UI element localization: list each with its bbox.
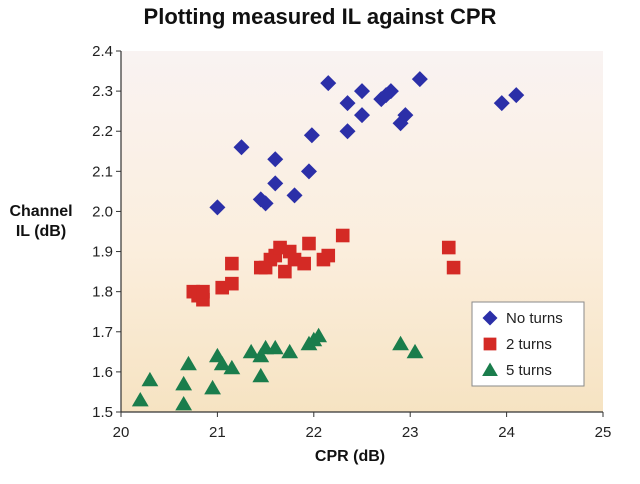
y-tick-label: 2.0 — [92, 203, 113, 220]
square-point — [446, 260, 461, 275]
diamond-point — [339, 95, 356, 112]
x-tick-label: 25 — [595, 424, 612, 441]
diamond-point — [382, 83, 399, 100]
diamond-point — [286, 187, 303, 204]
y-tick-label: 1.5 — [92, 404, 113, 421]
diamond-point — [257, 195, 274, 212]
x-axis-label: CPR (dB) — [314, 448, 386, 465]
x-tick-label: 22 — [305, 424, 322, 441]
y-axis-label: Channel IL (dB) — [4, 202, 78, 242]
legend-label: 2 turns — [506, 336, 552, 353]
series-0 — [209, 71, 525, 216]
diamond-point — [267, 175, 284, 192]
triangle-point — [204, 379, 221, 395]
square-point — [225, 276, 239, 291]
diamond-point — [233, 139, 250, 156]
x-tick-label: 20 — [113, 424, 130, 441]
triangle-point — [406, 343, 424, 359]
y-axis-label-line-2: IL (dB) — [15, 223, 67, 240]
diamond-point — [354, 83, 370, 100]
legend: No turns 2 turns 5 turns — [471, 301, 585, 387]
square-point — [278, 264, 292, 279]
y-tick-label: 1.8 — [92, 284, 113, 301]
diamond-point — [397, 107, 414, 124]
square-point — [297, 256, 311, 271]
diamond-point — [303, 127, 320, 144]
triangle-point — [180, 355, 197, 371]
y-tick-label: 2.3 — [92, 83, 113, 100]
diamond-point — [300, 163, 317, 180]
legend-label: No turns — [506, 310, 563, 327]
triangle-point — [392, 335, 409, 351]
square-point — [225, 256, 239, 271]
triangle-point — [242, 343, 260, 359]
y-tick-label: 2.4 — [92, 43, 113, 60]
y-tick-label: 2.2 — [92, 123, 113, 140]
square-point — [321, 248, 336, 263]
triangle-point — [252, 367, 270, 383]
triangle-point — [131, 391, 149, 407]
diamond-point — [339, 123, 356, 140]
y-axis-label-line-1: Channel — [9, 203, 73, 220]
y-tick-label: 1.7 — [92, 324, 113, 341]
diamond-point — [411, 71, 428, 88]
square-point — [441, 240, 456, 255]
x-tick-label: 24 — [498, 424, 515, 441]
y-tick-label: 1.6 — [92, 364, 113, 381]
y-tick-label: 2.1 — [92, 163, 113, 180]
legend-triangle-icon — [482, 362, 498, 376]
x-tick-label: 23 — [402, 424, 419, 441]
legend-diamond-icon — [482, 310, 498, 326]
square-point — [335, 228, 350, 243]
x-tick-label: 21 — [209, 424, 226, 441]
y-tick-label: 1.9 — [92, 244, 113, 261]
square-point — [302, 236, 316, 251]
triangle-point — [281, 343, 299, 359]
diamond-point — [493, 95, 510, 112]
triangle-point — [252, 347, 270, 363]
triangle-point — [310, 327, 328, 343]
diamond-point — [320, 75, 337, 92]
chart-title: Plotting measured IL against CPR — [143, 4, 497, 29]
series-1 — [186, 228, 461, 307]
diamond-point — [209, 199, 226, 216]
legend-square-icon — [483, 337, 497, 351]
triangle-point — [266, 339, 284, 355]
legend-label: 5 turns — [506, 362, 552, 379]
diamond-point — [267, 151, 284, 168]
diamond-point — [354, 107, 370, 124]
triangle-point — [175, 395, 193, 411]
triangle-point — [141, 371, 159, 387]
triangle-point — [213, 355, 231, 371]
series-2 — [131, 327, 424, 411]
triangle-point — [175, 375, 193, 391]
square-point — [196, 284, 210, 299]
diamond-point — [508, 87, 525, 104]
triangle-point — [223, 359, 241, 375]
